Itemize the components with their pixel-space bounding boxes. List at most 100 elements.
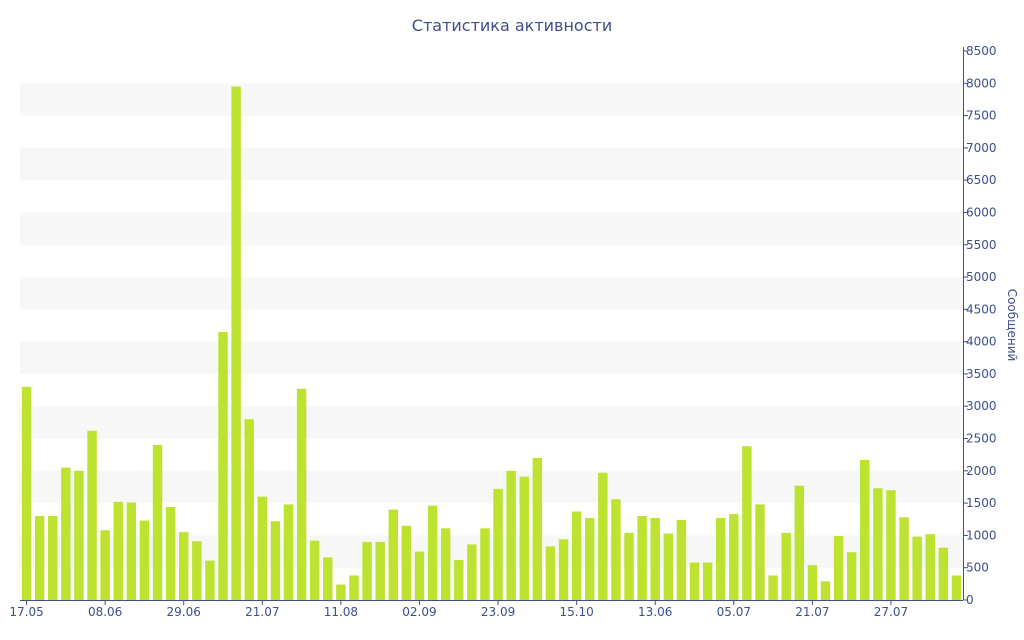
bar[interactable] <box>873 488 883 600</box>
y-tick-label: 6000 <box>966 205 997 219</box>
bars <box>21 86 962 601</box>
bar[interactable] <box>545 546 556 600</box>
bar[interactable] <box>860 459 870 600</box>
y-tick-label: 5500 <box>966 238 997 252</box>
x-tick-label: 02.09 <box>402 605 436 619</box>
bar[interactable] <box>899 517 909 600</box>
y-tick-label: 0 <box>966 593 974 607</box>
bar[interactable] <box>61 467 71 600</box>
grid-band <box>20 83 963 116</box>
bar[interactable] <box>323 557 333 600</box>
bar[interactable] <box>689 562 700 600</box>
x-tick-label: 17.05 <box>9 605 43 619</box>
bar[interactable] <box>768 575 778 600</box>
x-tick-label: 08.06 <box>88 605 122 619</box>
bar[interactable] <box>244 419 254 600</box>
bar[interactable] <box>702 562 713 600</box>
bar[interactable] <box>794 485 804 600</box>
bar[interactable] <box>152 444 163 600</box>
bar[interactable] <box>624 532 634 600</box>
x-tick-label: 13.06 <box>638 605 672 619</box>
bar[interactable] <box>637 516 647 600</box>
grid-band <box>20 341 963 374</box>
bar[interactable] <box>179 532 189 600</box>
bar[interactable] <box>755 504 765 600</box>
bar[interactable] <box>21 386 32 600</box>
bar[interactable] <box>414 551 425 600</box>
bar[interactable] <box>283 504 294 600</box>
bar[interactable] <box>87 430 97 600</box>
bar[interactable] <box>139 520 150 600</box>
bar[interactable] <box>676 519 687 600</box>
bar[interactable] <box>454 559 464 600</box>
bar[interactable] <box>165 506 176 600</box>
bar[interactable] <box>427 505 438 600</box>
bar[interactable] <box>833 536 844 600</box>
x-tick-label: 27.07 <box>874 605 908 619</box>
bar[interactable] <box>48 516 58 600</box>
bar[interactable] <box>938 547 949 600</box>
bar[interactable] <box>467 544 477 600</box>
y-tick-label: 4000 <box>966 335 997 349</box>
bar[interactable] <box>231 86 241 600</box>
bar[interactable] <box>205 560 215 600</box>
bar[interactable] <box>650 517 660 600</box>
bar[interactable] <box>506 470 516 600</box>
bar[interactable] <box>270 521 281 600</box>
bar[interactable] <box>100 530 110 600</box>
y-tick-label: 6500 <box>966 173 997 187</box>
bar[interactable] <box>807 565 818 600</box>
x-tick-label: 21.07 <box>795 605 829 619</box>
bar[interactable] <box>480 528 490 600</box>
x-tick-label: 11.08 <box>324 605 358 619</box>
bar[interactable] <box>218 331 228 600</box>
bar[interactable] <box>388 509 398 600</box>
bar[interactable] <box>611 499 621 600</box>
y-tick-label: 3000 <box>966 399 997 413</box>
bar[interactable] <box>846 552 857 600</box>
grid-bands <box>20 83 963 568</box>
bar[interactable] <box>349 575 359 600</box>
bar[interactable] <box>781 532 791 600</box>
bar[interactable] <box>820 581 831 600</box>
bar[interactable] <box>309 540 320 600</box>
y-tick-label: 5000 <box>966 270 997 284</box>
bar[interactable] <box>336 584 346 601</box>
bar[interactable] <box>74 470 84 600</box>
bar[interactable] <box>742 446 752 600</box>
bar[interactable] <box>440 528 451 600</box>
bar[interactable] <box>519 476 529 600</box>
y-tick-label: 8500 <box>966 44 997 58</box>
bar[interactable] <box>663 533 674 600</box>
bar[interactable] <box>257 496 268 600</box>
bar[interactable] <box>585 517 595 600</box>
bar[interactable] <box>715 517 726 600</box>
bar[interactable] <box>558 539 569 600</box>
bar[interactable] <box>532 457 543 600</box>
bar[interactable] <box>951 575 962 600</box>
x-tick-label: 05.07 <box>717 605 751 619</box>
bar[interactable] <box>192 541 202 600</box>
chart-title: Статистика активности <box>412 16 612 35</box>
x-tick-label: 29.06 <box>167 605 201 619</box>
bar[interactable] <box>925 534 935 600</box>
grid-band <box>20 535 963 568</box>
bar[interactable] <box>571 511 582 600</box>
bar[interactable] <box>729 514 739 600</box>
y-tick-label: 2500 <box>966 432 997 446</box>
bar[interactable] <box>296 388 307 600</box>
y-tick-label: 1500 <box>966 496 997 510</box>
bar[interactable] <box>34 516 45 600</box>
bar[interactable] <box>362 541 372 600</box>
bar[interactable] <box>493 488 503 600</box>
bar[interactable] <box>401 525 412 600</box>
grid-band <box>20 406 963 439</box>
bar[interactable] <box>113 501 123 600</box>
bar[interactable] <box>912 536 922 600</box>
bar[interactable] <box>375 541 385 600</box>
bar[interactable] <box>598 472 608 600</box>
bar[interactable] <box>126 502 137 600</box>
y-axis: 0 500 1000 1500 2000 2500 3000 3500 4000 4500 5000… <box>963 44 997 607</box>
bar[interactable] <box>886 490 896 600</box>
